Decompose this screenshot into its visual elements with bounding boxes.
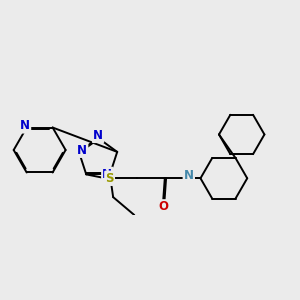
Text: N: N [93, 129, 103, 142]
Text: S: S [105, 172, 114, 185]
Text: N: N [184, 169, 194, 182]
Text: N: N [77, 144, 87, 157]
Text: N: N [20, 119, 30, 132]
Text: H: H [187, 171, 196, 181]
Text: N: N [102, 168, 112, 181]
Text: O: O [158, 200, 168, 213]
